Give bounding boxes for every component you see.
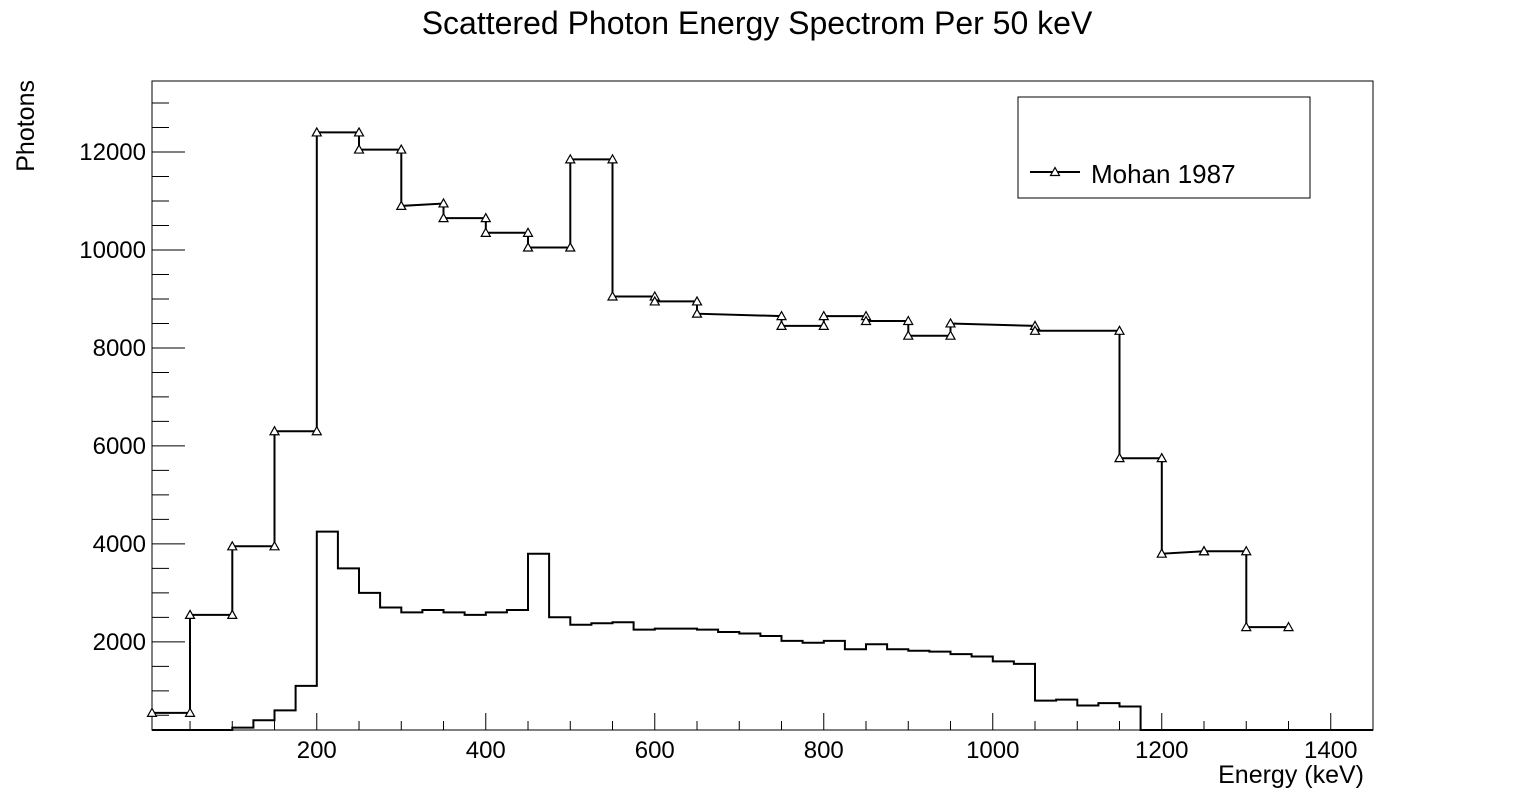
x-axis: 200 400 600 800 1000 1200 1400 xyxy=(189,713,1357,764)
x-tick-label: 600 xyxy=(635,737,675,764)
triangle-marker xyxy=(1240,545,1252,556)
plot-area xyxy=(146,126,1373,731)
triangle-marker xyxy=(522,227,534,237)
x-axis-label: Energy (keV) xyxy=(1218,761,1364,789)
x-tick-label: 400 xyxy=(466,737,506,764)
triangle-marker xyxy=(860,315,872,326)
triangle-marker xyxy=(902,329,914,340)
triangle-marker xyxy=(395,200,407,211)
triangle-marker xyxy=(691,295,703,306)
triangle-marker xyxy=(564,153,576,164)
triangle-marker xyxy=(1198,545,1210,556)
triangle-marker xyxy=(649,295,661,306)
y-tick-label: 2000 xyxy=(93,629,146,656)
triangle-marker xyxy=(1156,452,1168,463)
triangle-marker xyxy=(818,310,830,321)
legend-label: Mohan 1987 xyxy=(1091,159,1236,189)
triangle-marker xyxy=(226,609,238,619)
triangle-marker xyxy=(311,425,323,436)
triangle-marker xyxy=(691,307,703,318)
triangle-marker xyxy=(353,126,365,137)
histogram-series-line xyxy=(152,530,1373,731)
y-tick-label: 6000 xyxy=(93,433,146,460)
triangle-marker xyxy=(775,320,788,331)
triangle-marker xyxy=(184,707,196,717)
triangle-marker xyxy=(1113,452,1126,463)
triangle-marker xyxy=(902,315,914,326)
triangle-marker xyxy=(1282,621,1295,632)
triangle-marker xyxy=(775,310,788,321)
triangle-marker xyxy=(353,143,365,154)
triangle-marker xyxy=(1113,325,1126,335)
triangle-marker xyxy=(606,290,619,301)
triangle-marker xyxy=(480,212,492,223)
triangle-marker xyxy=(184,609,196,619)
triangle-marker xyxy=(395,143,407,154)
triangle-marker xyxy=(944,317,957,328)
x-tick-label: 1400 xyxy=(1304,737,1357,764)
triangle-marker xyxy=(268,540,281,551)
chart-title: Scattered Photon Energy Spectrom Per 50 … xyxy=(422,5,1093,41)
y-tick-label: 4000 xyxy=(93,531,146,558)
triangle-marker xyxy=(1240,621,1252,632)
triangle-marker xyxy=(146,707,158,717)
y-tick-label: 12000 xyxy=(79,139,146,166)
legend-triangle-marker xyxy=(1049,166,1061,177)
x-tick-label: 800 xyxy=(804,737,844,764)
plot-frame xyxy=(151,80,1374,731)
triangle-marker xyxy=(818,320,830,331)
triangle-marker xyxy=(226,540,238,551)
legend: Mohan 1987 xyxy=(1017,96,1311,199)
x-tick-label: 1000 xyxy=(966,737,1019,764)
y-tick-label: 10000 xyxy=(79,237,146,264)
triangle-marker xyxy=(606,153,619,164)
triangle-marker xyxy=(944,329,957,340)
legend-box xyxy=(1017,96,1311,199)
triangle-marker xyxy=(1156,547,1168,558)
triangle-marker xyxy=(311,126,323,137)
triangle-marker xyxy=(480,227,492,237)
mohan-1987-series-line xyxy=(152,131,1289,714)
triangle-marker xyxy=(437,197,450,208)
triangle-marker xyxy=(1029,325,1041,335)
y-axis: 2000 4000 6000 8000 10000 12000 xyxy=(79,102,185,716)
triangle-marker xyxy=(522,241,534,252)
y-tick-label: 8000 xyxy=(93,335,146,362)
triangle-marker xyxy=(268,425,281,436)
triangle-marker xyxy=(437,212,450,223)
x-tick-label: 1200 xyxy=(1135,737,1188,764)
y-axis-label: Photons xyxy=(12,80,40,172)
x-tick-label: 200 xyxy=(297,737,337,764)
triangle-marker xyxy=(564,241,576,252)
